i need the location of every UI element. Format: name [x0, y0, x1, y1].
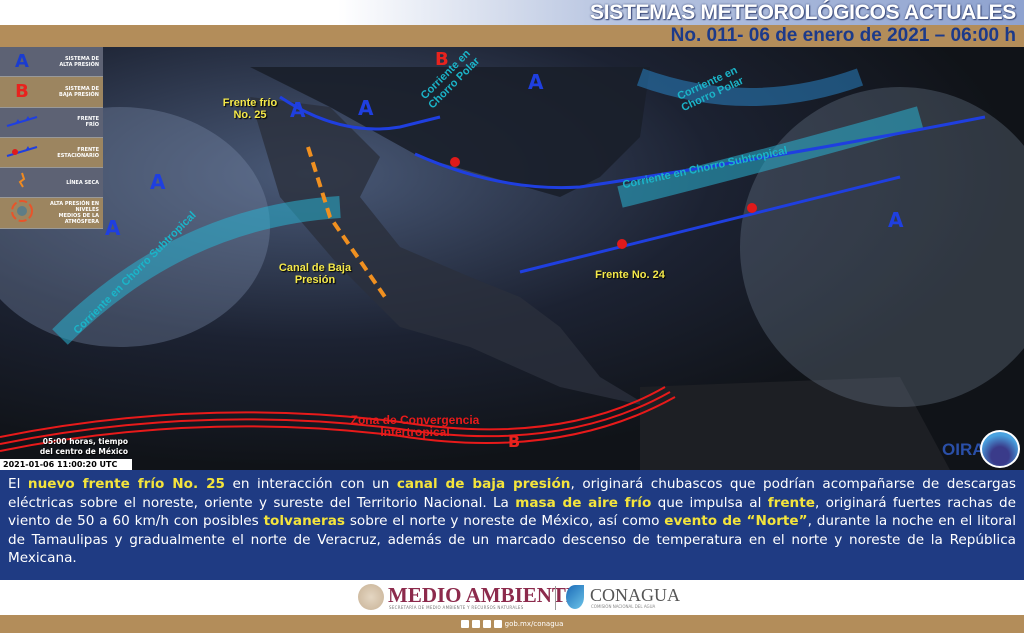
legend-high-pressure: A SISTEMA DE ALTA PRESIÓN [0, 47, 103, 78]
conagua-subtitle: COMISIÓN NACIONAL DEL AGUA [591, 604, 656, 609]
legend-label: SISTEMA DE [64, 85, 99, 92]
forecast-description: El nuevo frente frío No. 25 en interacci… [0, 470, 1024, 577]
itcz-line [0, 386, 666, 438]
mexico-seal-icon [358, 584, 384, 610]
high-pressure-mark: A [105, 216, 121, 240]
twitter-icon[interactable] [471, 620, 480, 628]
subtropical-jet-west [52, 196, 341, 345]
institution-logos: MEDIO AMBIENTE SECRETARÍA DE MEDIO AMBIE… [0, 577, 1024, 615]
legend-label: ALTA PRESIÓN [59, 61, 99, 68]
conagua-logo: CONAGUA [590, 585, 680, 605]
medio-ambiente-subtitle: SECRETARÍA DE MEDIO AMBIENTE Y RECURSOS … [389, 605, 524, 610]
polar-jet [636, 68, 864, 106]
footer: gob.mx/conagua [0, 615, 1024, 633]
stationary-front-icon [4, 142, 40, 163]
legend-cold-front: FRENTE FRÍO [0, 107, 103, 138]
time-note: 05:00 horas, tiempo del centro de México [39, 437, 128, 456]
legend-stationary-front: FRENTE ESTACIONARIO [0, 137, 103, 169]
label-front-24: Frente No. 24 [595, 269, 665, 281]
oira-logo: OIRA [942, 440, 985, 459]
high-pressure-mark: A [290, 98, 306, 122]
medio-ambiente-logo: MEDIO AMBIENTE [388, 583, 580, 607]
header-title-bar: SISTEMAS METEOROLÓGICOS ACTUALES [0, 0, 1024, 25]
header-subtitle-bar: No. 011- 06 de enero de 2021 – 06:00 h [0, 25, 1024, 47]
divider [555, 586, 556, 610]
legend-label: FRÍO [85, 122, 99, 129]
youtube-icon[interactable] [493, 620, 502, 628]
conagua-icon [566, 585, 584, 609]
label-low-channel: Canal de Baja Presión [278, 262, 352, 286]
bulletin-date: No. 011- 06 de enero de 2021 – 06:00 h [670, 25, 1016, 46]
legend-label: FRENTE [77, 146, 99, 153]
cold-front-icon [4, 112, 40, 133]
high-pressure-mark: A [528, 70, 544, 94]
land-usa [250, 67, 650, 197]
high-pressure-mark: A [150, 170, 166, 194]
legend-mid-level-high: ALTA PRESIÓN EN NIVELES MEDIOS DE LA ATMÓ… [0, 198, 103, 229]
label-itcz: Zona de Convergencia Intertropical [350, 413, 480, 439]
legend-label: BAJA PRESIÓN [59, 91, 99, 98]
low-pressure-icon: B [15, 81, 29, 103]
low-pressure-channel [306, 146, 387, 299]
dry-line-icon [4, 171, 40, 194]
legend-label: SISTEMA DE [64, 55, 99, 62]
legend-label: ALTA PRESIÓN EN NIVELES [49, 201, 99, 214]
land-south-america [640, 377, 950, 470]
mid-level-high-pressure-icon [4, 199, 40, 228]
low-pressure-mark: B [435, 49, 449, 70]
legend-dry-line: LÍNEA SECA [0, 168, 103, 199]
cold-front-east [414, 115, 986, 190]
legend-label: MEDIOS DE LA ATMÓSFERA [58, 213, 99, 226]
facebook-icon[interactable] [460, 620, 469, 628]
legend-label: FRENTE [77, 116, 99, 123]
front-24 [519, 175, 901, 274]
label-cold-front-25: Frente frío No. 25 [222, 97, 278, 121]
rammb-logo [980, 430, 1020, 468]
legend-label: LÍNEA SECA [66, 179, 99, 186]
map-legend: A SISTEMA DE ALTA PRESIÓN B SISTEMA DE BAJA … [0, 47, 103, 229]
high-pressure-mark: A [888, 208, 904, 232]
cloud-atlantic [740, 87, 1024, 407]
low-pressure-mark: B [508, 432, 520, 451]
utc-timestamp: 2021-01-06 11:00:20 UTC [0, 459, 132, 470]
high-pressure-mark: A [358, 96, 374, 120]
legend-low-pressure: B SISTEMA DE BAJA PRESIÓN [0, 77, 103, 108]
high-pressure-icon: A [15, 51, 29, 73]
cold-front-25 [279, 95, 441, 131]
page-title: SISTEMAS METEOROLÓGICOS ACTUALES [590, 1, 1016, 24]
instagram-icon[interactable] [482, 620, 491, 628]
footer-url[interactable]: gob.mx/conagua [504, 620, 564, 628]
legend-label: ESTACIONARIO [57, 152, 99, 159]
satellite-map: A A A A A A B B Frente frío No. 25 Corri… [0, 47, 1024, 470]
land-mexico [250, 97, 650, 407]
